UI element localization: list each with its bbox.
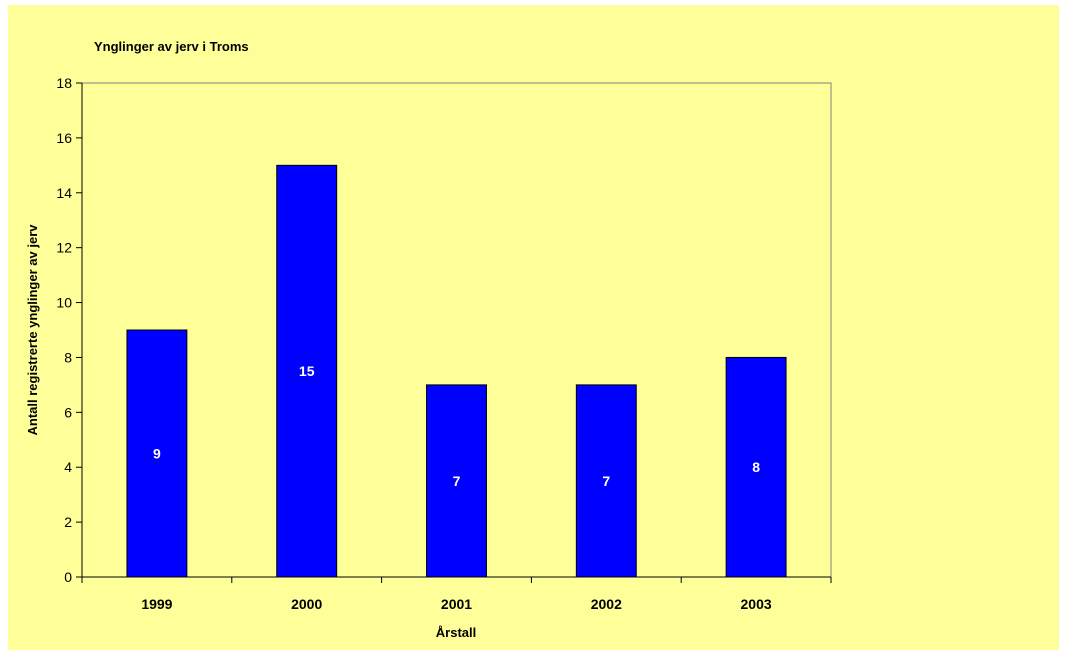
data-label: 8 xyxy=(752,459,760,475)
y-axis: 0 2 4 6 8 10 12 14 16 18 xyxy=(56,75,83,585)
data-label: 9 xyxy=(153,446,161,462)
data-label: 7 xyxy=(453,473,461,489)
y-tick-label: 0 xyxy=(64,569,72,585)
bar xyxy=(426,384,487,578)
y-tick-label: 6 xyxy=(64,404,72,420)
y-tick-label: 18 xyxy=(56,75,72,91)
data-labels: 9 15 7 7 8 xyxy=(153,363,760,489)
x-tick-label: 1999 xyxy=(141,596,172,612)
y-tick-label: 10 xyxy=(56,295,72,311)
y-tick-label: 4 xyxy=(64,459,72,475)
y-tick-label: 16 xyxy=(56,130,72,146)
bar xyxy=(126,329,188,578)
x-tick-label: 2002 xyxy=(591,596,622,612)
data-label: 7 xyxy=(602,473,610,489)
y-tick-label: 14 xyxy=(56,185,72,201)
chart-title: Ynglinger av jerv i Troms xyxy=(94,39,249,54)
bar xyxy=(725,356,787,578)
bar xyxy=(276,164,338,578)
y-tick-label: 8 xyxy=(64,349,72,365)
data-label: 15 xyxy=(299,363,315,379)
bar xyxy=(575,384,637,578)
bars xyxy=(126,164,787,578)
x-axis-title: Årstall xyxy=(436,625,476,640)
y-axis-title: Antall registrerte ynglinger av jerv xyxy=(25,224,40,436)
x-tick-label: 2003 xyxy=(741,596,772,612)
x-tick-label: 2001 xyxy=(441,596,472,612)
x-tick-label: 2000 xyxy=(291,596,322,612)
y-tick-label: 12 xyxy=(56,240,72,256)
y-tick-label: 2 xyxy=(64,514,72,530)
